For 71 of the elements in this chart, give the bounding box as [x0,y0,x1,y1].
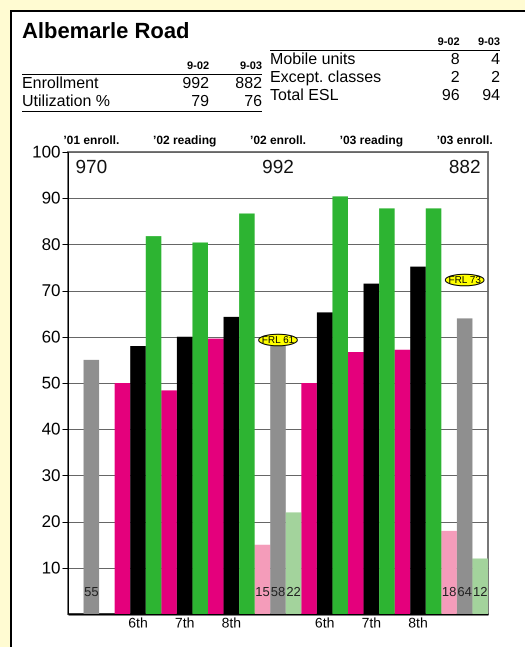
text: Albemarle Road [22,18,190,44]
y-tick-label: 20 [42,512,60,532]
data-label: 22 [286,584,301,599]
text: 2 [490,69,500,87]
bar [208,338,224,614]
bar [441,530,457,614]
x-tick-label: 7th [174,614,194,630]
bar [254,544,270,614]
annotation: 882 [448,157,481,178]
y-tick-label: 100 [32,142,60,162]
y-tick-label: 70 [42,281,60,300]
bar [114,383,130,614]
bar [192,242,208,614]
y-tick-label: 60 [42,327,60,346]
x-tick-label: 8th [408,614,428,630]
text: 9-03 [209,58,262,74]
bar [456,318,472,614]
text: 8 [450,50,460,69]
y-tick-label: 80 [42,234,60,254]
text: 79 [156,93,210,112]
y-tick-label: 50 [42,374,60,392]
x-tick-label: 7th [362,614,382,630]
text: ’03 reading [340,133,404,147]
data-label: 12 [472,584,488,599]
text: 992 [181,74,210,93]
y-tick-label: 10 [42,558,60,578]
text: 9-03 [460,34,500,50]
bar [84,360,100,614]
data-label: 18 [442,584,456,599]
text: 96 [440,87,460,105]
data-label: 55 [84,584,99,599]
bar [239,213,255,614]
text: 4 [490,50,500,69]
text: Mobile units [270,50,356,69]
text: 9-02 [419,34,460,50]
x-tick-label: 6th [128,614,148,630]
text: 9-02 [156,58,210,74]
text: Enrollment [22,74,100,93]
text: Utilization % [22,93,156,112]
text: ’01 enroll. [63,133,120,147]
bar [332,196,348,614]
data-label: 58 [270,584,286,599]
text: 76 [209,93,262,112]
text: ’02 enroll. [250,133,306,147]
text: ’03 enroll. [436,133,493,147]
y-tick-label: 30 [42,466,60,485]
annotation: 970 [75,157,108,178]
y-tick-label: 90 [42,188,60,208]
y-tick-label: 40 [42,420,60,439]
data-label: 15 [255,584,270,599]
bar [301,383,317,614]
bar [394,350,410,614]
annotation: FRL 73 [448,275,482,286]
bar [286,512,302,614]
annotation: 992 [262,157,294,178]
text: 2 [450,69,460,87]
text: ’02 reading [152,133,216,147]
text: Except. classes [270,69,382,87]
bar [426,208,442,614]
x-tick-label: 8th [222,614,242,630]
bar [472,558,488,614]
text: 94 [481,87,500,105]
bar [379,208,395,614]
bar [161,390,177,614]
bar [146,236,162,614]
bar [348,352,364,614]
text: 882 [234,74,262,93]
x-tick-label: 6th [314,614,334,630]
annotation: FRL 61 [262,335,295,346]
text: Total ESL [270,87,340,105]
data-label: 64 [457,584,472,599]
